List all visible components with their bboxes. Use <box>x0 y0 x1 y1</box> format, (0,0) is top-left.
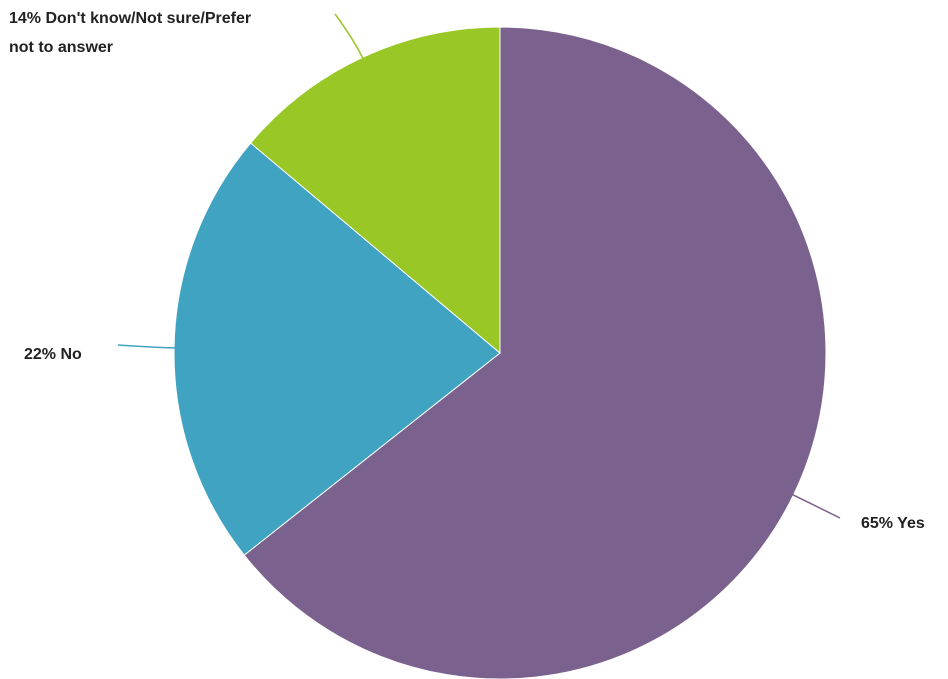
leader-line-dont-know <box>334 13 365 62</box>
label-yes: 65% Yes <box>861 515 925 532</box>
label-dont-know-line-2: not to answer <box>9 39 113 56</box>
label-no: 22% No <box>24 346 82 363</box>
leader-lines <box>117 13 841 519</box>
leader-line-yes <box>789 492 841 519</box>
pie-slices <box>173 26 827 679</box>
leader-line-no <box>117 344 179 349</box>
slice-labels: 65% Yes 22% No 14% Don't know/Not sure/P… <box>9 10 925 532</box>
label-dont-know: 14% Don't know/Not sure/Prefer not to an… <box>9 10 256 56</box>
label-dont-know-line-1: 14% Don't know/Not sure/Prefer <box>9 10 251 27</box>
